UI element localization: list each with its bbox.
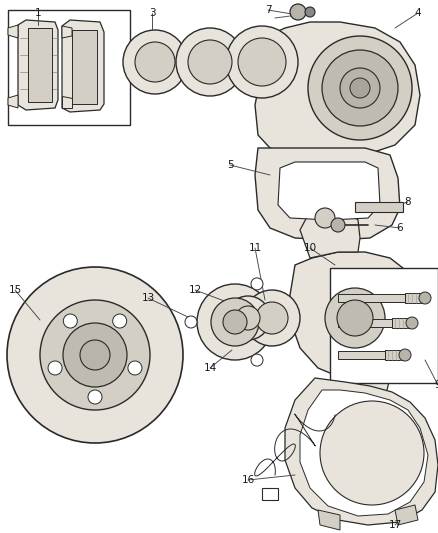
- Circle shape: [244, 290, 300, 346]
- Circle shape: [256, 302, 288, 334]
- Text: 15: 15: [8, 285, 21, 295]
- Text: 8: 8: [405, 197, 411, 207]
- Polygon shape: [8, 25, 18, 38]
- Circle shape: [337, 300, 373, 336]
- Circle shape: [290, 4, 306, 20]
- Bar: [338, 319, 392, 327]
- Polygon shape: [72, 30, 97, 104]
- Circle shape: [7, 267, 183, 443]
- Text: 4: 4: [415, 8, 421, 18]
- Text: 9: 9: [434, 380, 438, 390]
- Bar: [262, 488, 278, 500]
- Text: 14: 14: [203, 363, 217, 373]
- Circle shape: [251, 278, 263, 290]
- Polygon shape: [338, 378, 390, 408]
- Circle shape: [322, 50, 398, 126]
- Text: 12: 12: [188, 285, 201, 295]
- Bar: [405, 293, 423, 303]
- Circle shape: [320, 401, 424, 505]
- Circle shape: [331, 218, 345, 232]
- Text: 13: 13: [141, 293, 155, 303]
- Circle shape: [40, 300, 150, 410]
- Polygon shape: [18, 20, 58, 110]
- Circle shape: [176, 28, 244, 96]
- Bar: [338, 351, 385, 359]
- Circle shape: [305, 7, 315, 17]
- Circle shape: [223, 310, 247, 334]
- Circle shape: [226, 296, 270, 340]
- Circle shape: [128, 361, 142, 375]
- Bar: [8, 10, 130, 125]
- Text: 5: 5: [227, 160, 233, 170]
- Polygon shape: [255, 148, 400, 240]
- Circle shape: [236, 306, 260, 330]
- Circle shape: [340, 68, 380, 108]
- Circle shape: [135, 42, 175, 82]
- Circle shape: [123, 30, 187, 94]
- Circle shape: [315, 208, 335, 228]
- Circle shape: [238, 38, 286, 86]
- Polygon shape: [62, 20, 104, 112]
- Text: 1: 1: [35, 8, 41, 18]
- Bar: [392, 318, 410, 328]
- Polygon shape: [395, 505, 418, 525]
- Bar: [355, 202, 403, 212]
- Text: 16: 16: [241, 475, 254, 485]
- Polygon shape: [62, 96, 72, 108]
- Circle shape: [251, 354, 263, 366]
- Circle shape: [399, 349, 411, 361]
- Circle shape: [80, 340, 110, 370]
- Polygon shape: [300, 208, 360, 258]
- Circle shape: [308, 36, 412, 140]
- Bar: [385, 350, 403, 360]
- Text: 10: 10: [304, 243, 317, 253]
- Circle shape: [197, 284, 273, 360]
- Polygon shape: [278, 162, 380, 220]
- Text: 17: 17: [389, 520, 402, 530]
- Text: 6: 6: [397, 223, 403, 233]
- Circle shape: [113, 314, 127, 328]
- Polygon shape: [290, 252, 422, 380]
- Circle shape: [188, 40, 232, 84]
- Text: 7: 7: [265, 5, 271, 15]
- Polygon shape: [28, 28, 52, 102]
- Circle shape: [325, 288, 385, 348]
- Polygon shape: [62, 26, 72, 38]
- Circle shape: [48, 361, 62, 375]
- Circle shape: [185, 316, 197, 328]
- Polygon shape: [255, 22, 420, 158]
- Polygon shape: [285, 378, 438, 525]
- Bar: [330, 268, 438, 383]
- Polygon shape: [318, 510, 340, 530]
- Circle shape: [88, 390, 102, 404]
- Text: 11: 11: [248, 243, 261, 253]
- Circle shape: [63, 323, 127, 387]
- Circle shape: [350, 78, 370, 98]
- Circle shape: [64, 314, 78, 328]
- Text: 3: 3: [148, 8, 155, 18]
- Circle shape: [419, 292, 431, 304]
- Circle shape: [226, 26, 298, 98]
- Polygon shape: [8, 95, 18, 108]
- Circle shape: [211, 298, 259, 346]
- Bar: [338, 294, 405, 302]
- Circle shape: [406, 317, 418, 329]
- Polygon shape: [300, 390, 428, 516]
